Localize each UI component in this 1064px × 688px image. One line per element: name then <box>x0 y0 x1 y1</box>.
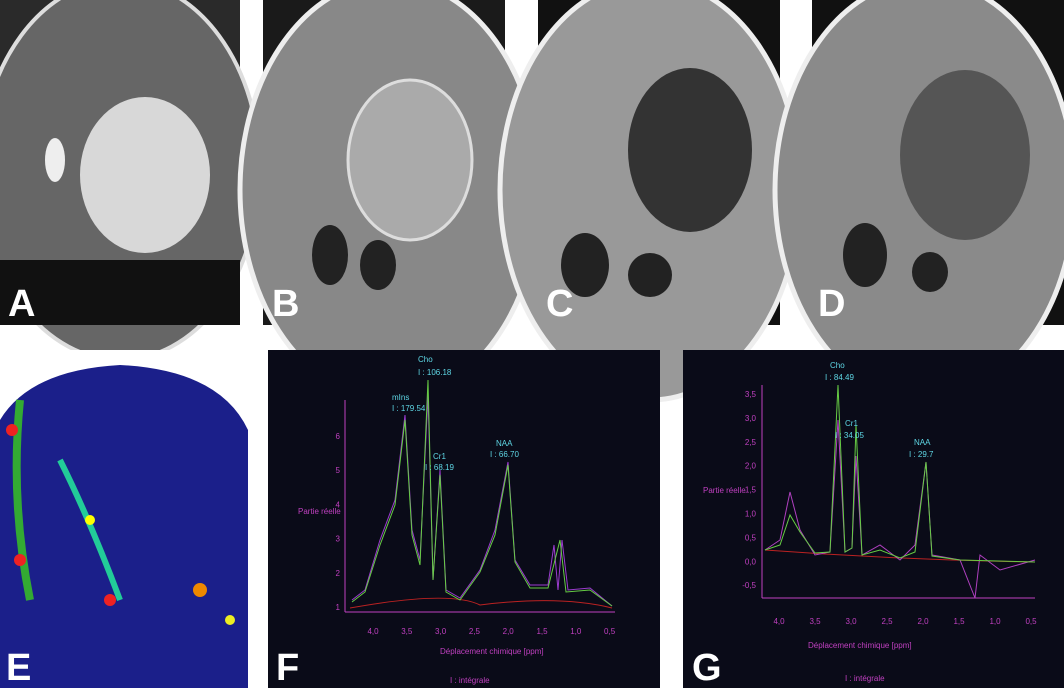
x-tick-label: 2,0 <box>917 617 929 626</box>
perfusion-map <box>0 350 248 688</box>
peak-integral: I : 84.49 <box>825 373 854 382</box>
mri-d <box>772 0 1064 403</box>
x-tick-label: 2,5 <box>881 617 893 626</box>
footer: I : intégrale <box>450 676 490 685</box>
y-tick-label: 1 <box>336 603 341 612</box>
x-tick-label: 1,5 <box>953 617 965 626</box>
y-tick-label: 0,0 <box>745 557 757 566</box>
y-tick-label: 1,5 <box>745 486 757 495</box>
panel-label: A <box>8 283 35 325</box>
y-tick-label: 0,5 <box>745 533 757 542</box>
panel-label: E <box>6 647 31 688</box>
x-tick-label: 2,0 <box>503 627 515 636</box>
peak-name: mIns <box>392 393 409 402</box>
x-axis-label: Déplacement chimique [ppm] <box>808 641 912 650</box>
x-tick-label: 3,5 <box>809 617 821 626</box>
panel-label: B <box>272 283 299 325</box>
peak-name: Cho <box>830 361 845 370</box>
peak-integral: I : 29.7 <box>909 450 934 459</box>
x-tick-label: 3,0 <box>845 617 857 626</box>
y-tick-label: 3 <box>336 535 341 544</box>
y-tick-label: 1,0 <box>745 510 757 519</box>
panel-label: F <box>276 647 299 688</box>
x-tick-label: 4,0 <box>367 627 379 636</box>
footer: I : intégrale <box>845 674 885 683</box>
y-tick-label: 5 <box>336 466 341 475</box>
peak-integral: I : 106.18 <box>418 368 452 377</box>
peak-name: Cr1 <box>845 419 858 428</box>
y-tick-label: 2,5 <box>745 438 757 447</box>
x-axis-label: Déplacement chimique [ppm] <box>440 647 544 656</box>
peak-name: Cr1 <box>433 452 446 461</box>
y-tick-label: -0,5 <box>742 581 756 590</box>
x-tick-label: 0,5 <box>1025 617 1037 626</box>
x-tick-label: 4,0 <box>773 617 785 626</box>
y-axis-label: Partie réelle <box>703 486 746 495</box>
x-tick-label: 3,5 <box>401 627 413 636</box>
spectrum-f: Cho I : 106.18 mIns I : 179.54 Cr1 I : 6… <box>268 350 660 688</box>
peak-name: Cho <box>418 355 433 364</box>
y-axis-label: Partie réelle <box>298 507 341 516</box>
y-tick-label: 2 <box>336 569 341 578</box>
y-tick-label: 3,5 <box>745 390 757 399</box>
x-tick-label: 0,5 <box>604 627 616 636</box>
peak-integral: I : 179.54 <box>392 404 426 413</box>
x-tick-label: 2,5 <box>469 627 481 636</box>
x-tick-label: 1,0 <box>989 617 1001 626</box>
peak-name: NAA <box>914 438 931 447</box>
mri-c <box>497 0 803 403</box>
x-tick-label: 1,5 <box>536 627 548 636</box>
mri-a <box>0 0 262 362</box>
y-tick-label: 3,0 <box>745 414 757 423</box>
peak-integral: I : 34.05 <box>835 431 864 440</box>
y-tick-label: 2,0 <box>745 462 757 471</box>
x-tick-label: 3,0 <box>435 627 447 636</box>
y-tick-label: 6 <box>336 432 341 441</box>
peak-integral: I : 68.19 <box>425 463 454 472</box>
spectrum-g: Cho I : 84.49 Cr1 I : 34.05 NAA I : 29.7… <box>683 350 1064 688</box>
x-tick-label: 1,0 <box>570 627 582 636</box>
peak-name: NAA <box>496 439 513 448</box>
panel-label: G <box>692 647 722 688</box>
panel-label: C <box>546 283 573 325</box>
peak-integral: I : 66.70 <box>490 450 519 459</box>
mri-b <box>237 0 543 403</box>
panel-label: D <box>818 283 845 325</box>
y-tick-label: 4 <box>336 500 341 509</box>
